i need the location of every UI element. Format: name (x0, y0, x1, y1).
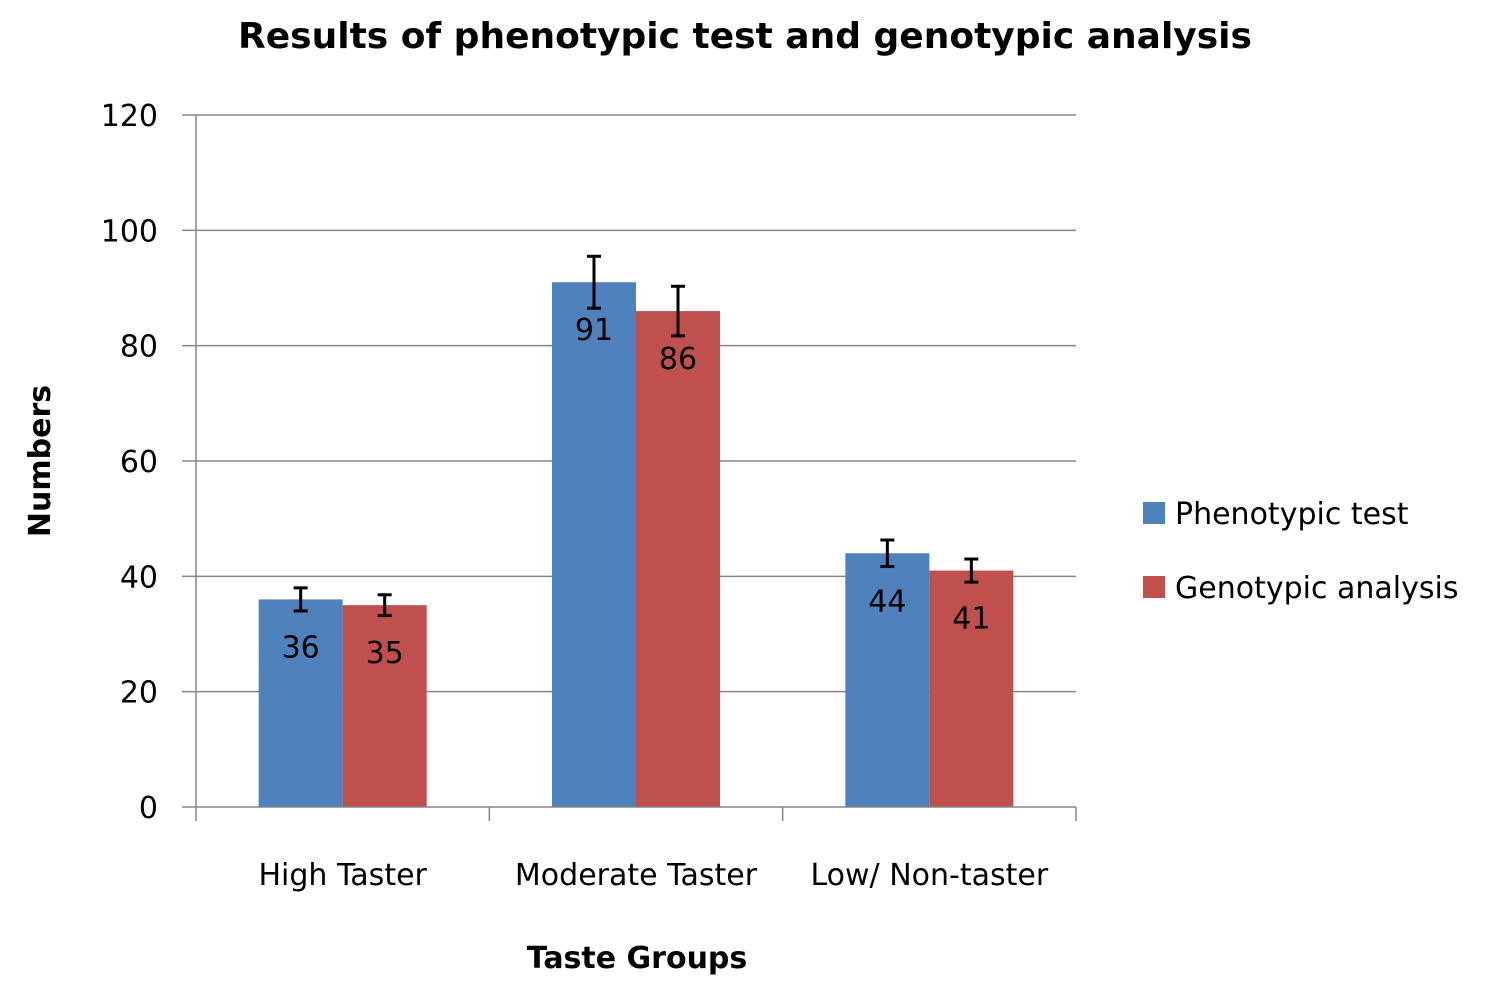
data-label: 86 (659, 342, 697, 377)
chart-title: Results of phenotypic test and genotypic… (238, 16, 1252, 57)
x-category-label: Moderate Taster (515, 858, 758, 893)
x-category-label: Low/ Non-taster (810, 858, 1048, 893)
bar (845, 553, 930, 807)
data-label: 91 (575, 313, 613, 348)
data-label: 35 (366, 636, 404, 671)
x-category-label: High Taster (258, 858, 427, 893)
labels: 36 35 High Taster 91 86 Moderate Taster 44 41 Lo… (258, 313, 1048, 893)
data-label: 44 (868, 584, 906, 619)
y-tick-label: 120 (101, 99, 158, 134)
y-tick-label: 100 (101, 214, 158, 249)
y-tick-label: 20 (120, 676, 158, 711)
data-label: 36 (282, 630, 320, 665)
bar (929, 570, 1014, 807)
y-tick-label: 40 (120, 560, 158, 595)
bar (552, 282, 636, 807)
axes: 0 20 40 60 80 100 120 (101, 99, 1077, 826)
bar (342, 605, 427, 807)
bars (258, 254, 1014, 807)
y-tick-label: 0 (139, 791, 158, 826)
y-tick-label: 60 (120, 445, 158, 480)
legend-swatch (1143, 576, 1165, 598)
x-axis-title: Taste Groups (527, 941, 748, 976)
data-label: 41 (952, 602, 990, 637)
y-tick-label: 80 (120, 330, 158, 365)
legend-label: Phenotypic test (1175, 497, 1409, 532)
legend-swatch (1143, 502, 1165, 524)
bar (258, 599, 343, 807)
legend: Phenotypic test Genotypic analysis (1143, 497, 1458, 606)
legend-label: Genotypic analysis (1175, 571, 1458, 606)
y-axis-title: Numbers (23, 385, 58, 537)
bar (636, 311, 720, 807)
